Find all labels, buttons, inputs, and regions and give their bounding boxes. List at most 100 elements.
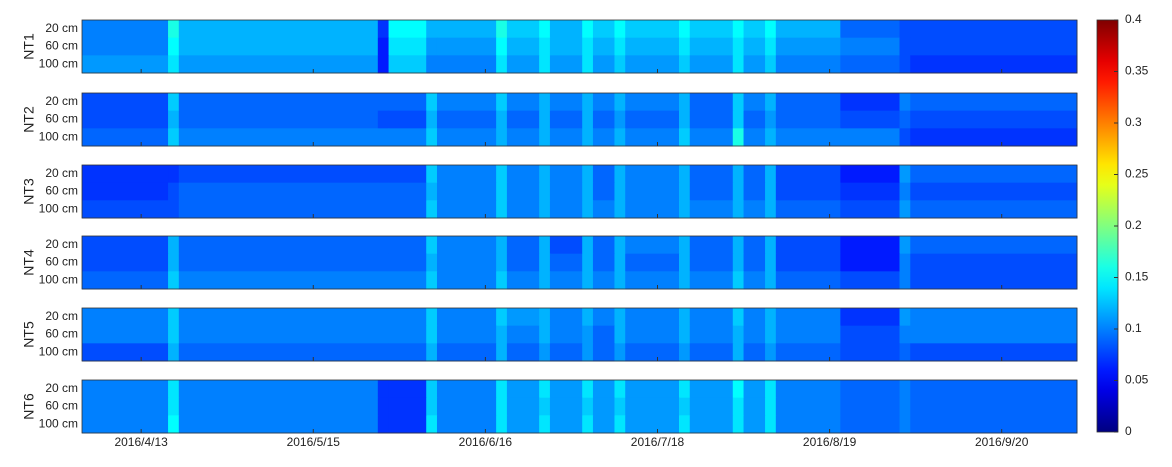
heat-cell [506,253,540,272]
heat-cell [899,236,911,255]
heat-cell [899,20,911,39]
heat-cell [539,236,551,255]
heat-cell [388,200,427,219]
heat-cell [625,55,680,74]
heat-cell [743,20,766,39]
heat-cell [506,93,540,112]
heat-cell [614,55,626,74]
heat-cell [732,308,745,327]
colorbar-tick-label: 0.15 [1125,270,1149,284]
heat-cell [582,37,594,56]
heat-cell [732,325,745,344]
heat-cell [377,110,390,129]
heat-cell [743,182,766,201]
heat-cell [840,20,901,39]
heat-cell [732,397,745,416]
heat-cell [506,397,540,416]
heat-cell [910,343,1078,362]
heat-cell [732,93,745,112]
heat-cell [775,55,841,74]
heat-cell [549,165,583,184]
heat-cell [592,20,615,39]
heat-cell [582,308,594,327]
heat-cell [168,253,180,272]
heat-cell [388,55,427,74]
heat-cell [168,325,180,344]
heat-cell [549,128,583,147]
heat-cell [743,37,766,56]
heat-cell [82,93,169,112]
heat-cell [732,165,745,184]
heat-cell [592,380,615,399]
heat-cell [679,343,691,362]
panel-frame [81,307,1078,362]
heat-cell [899,253,911,272]
heat-cell [592,110,615,129]
heat-cell [732,182,745,201]
heat-cell [436,271,497,290]
heat-cell [582,93,594,112]
heat-cell [549,380,583,399]
heat-cell [765,380,777,399]
y-tick-label: 100 cm [39,344,78,358]
heat-cell [377,236,390,255]
heat-cell [765,236,777,255]
heat-cell [426,165,438,184]
colorbar-tick-label: 0.2 [1125,218,1142,232]
heat-cell [388,415,427,434]
heat-cell [82,37,169,56]
y-tick-label: 100 cm [39,129,78,143]
heat-cell [689,343,734,362]
heat-cell [899,415,911,434]
heat-cell [549,325,583,344]
heat-cell [496,128,508,147]
y-tick-label: 20 cm [45,237,78,251]
x-tick-label: 2016/6/16 [459,435,513,449]
heat-cell [436,200,497,219]
heat-cell [82,253,169,272]
heat-cell [539,55,551,74]
heat-cell [910,37,1078,56]
heat-cell [614,325,626,344]
heat-cell [765,325,777,344]
heat-cell [426,182,438,201]
y-tick-label: 100 cm [39,56,78,70]
heat-cell [899,182,911,201]
heat-cell [506,380,540,399]
heat-cell [388,110,427,129]
heat-cell [168,271,180,290]
colorbar-tick-label: 0.25 [1125,167,1149,181]
panel-name: NT6 [21,393,37,420]
heat-cell [539,128,551,147]
heat-cell [689,20,734,39]
heat-cell [679,20,691,39]
heat-cell [775,200,841,219]
heat-cell [625,253,680,272]
heat-cell [765,397,777,416]
heat-cell [168,200,180,219]
heat-cell [506,415,540,434]
x-tick-label: 2016/7/18 [631,435,685,449]
heat-cell [426,37,438,56]
heat-cell [582,182,594,201]
heat-cell [549,308,583,327]
heat-cell [592,37,615,56]
y-tick-label: 20 cm [45,94,78,108]
y-tick-label: 100 cm [39,272,78,286]
heat-cell [506,200,540,219]
heat-cell [178,165,379,184]
heat-cell [377,200,390,219]
heat-cell [506,236,540,255]
heat-cell [178,93,379,112]
heat-cell [82,110,169,129]
heat-cell [506,128,540,147]
heat-cell [910,308,1078,327]
heat-cell [743,343,766,362]
heat-cell [840,93,901,112]
heat-cell [178,253,379,272]
heat-cell [582,110,594,129]
heat-cell [178,271,379,290]
heat-cell [168,380,180,399]
heat-cell [840,343,901,362]
